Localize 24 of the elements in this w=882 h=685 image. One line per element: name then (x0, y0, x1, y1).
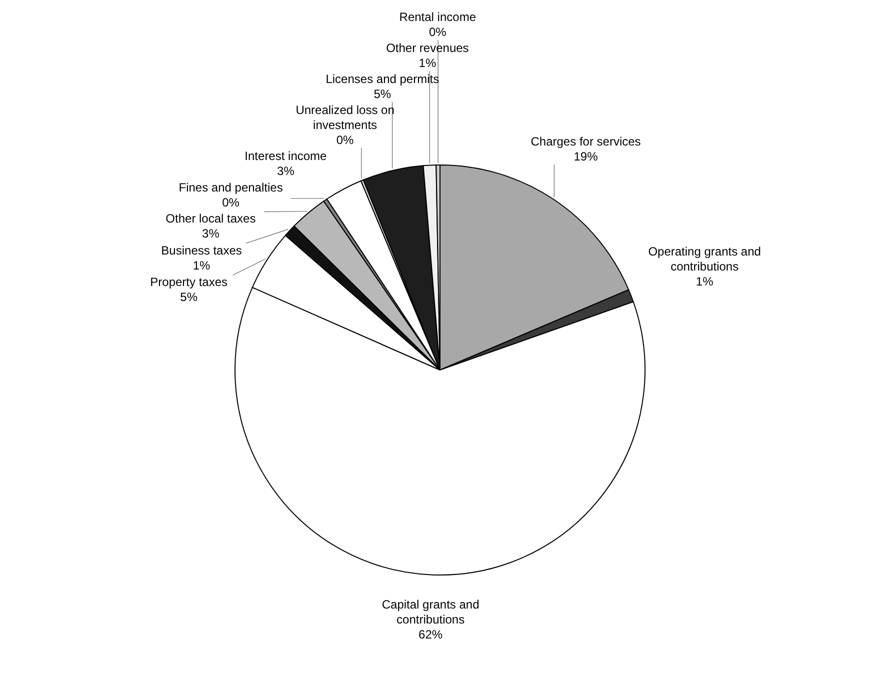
data-label: 1% (696, 274, 714, 289)
slice-label: Other local taxes (166, 212, 256, 226)
data-label: 3% (277, 164, 295, 178)
slice-label: Operating grants and contributions (648, 244, 761, 274)
data-label: 0% (428, 25, 447, 39)
data-label: 1% (418, 56, 436, 70)
data-label: 5% (180, 290, 198, 304)
slice-label: Fines and penalties (178, 180, 283, 194)
data-label: 3% (202, 226, 220, 241)
slice-label: Property taxes (150, 275, 228, 290)
data-label: 0% (336, 133, 354, 148)
slice-label: Licenses and permits (326, 72, 440, 86)
slice-label: Unrealized loss on investments (296, 103, 394, 132)
slice-label: Capital grants and contributions (382, 597, 480, 626)
data-label: 1% (192, 258, 211, 272)
slice-label: Rental income (399, 10, 476, 24)
slice-label: Business taxes (161, 243, 242, 258)
slice-label: Other revenues (386, 41, 469, 56)
data-label: 0% (222, 195, 240, 210)
data-label: 62% (418, 627, 443, 642)
data-label: 19% (574, 150, 598, 164)
slice-label: Charges for services (530, 134, 641, 149)
data-label: 5% (374, 87, 392, 102)
slice-label: Interest income (244, 149, 328, 164)
